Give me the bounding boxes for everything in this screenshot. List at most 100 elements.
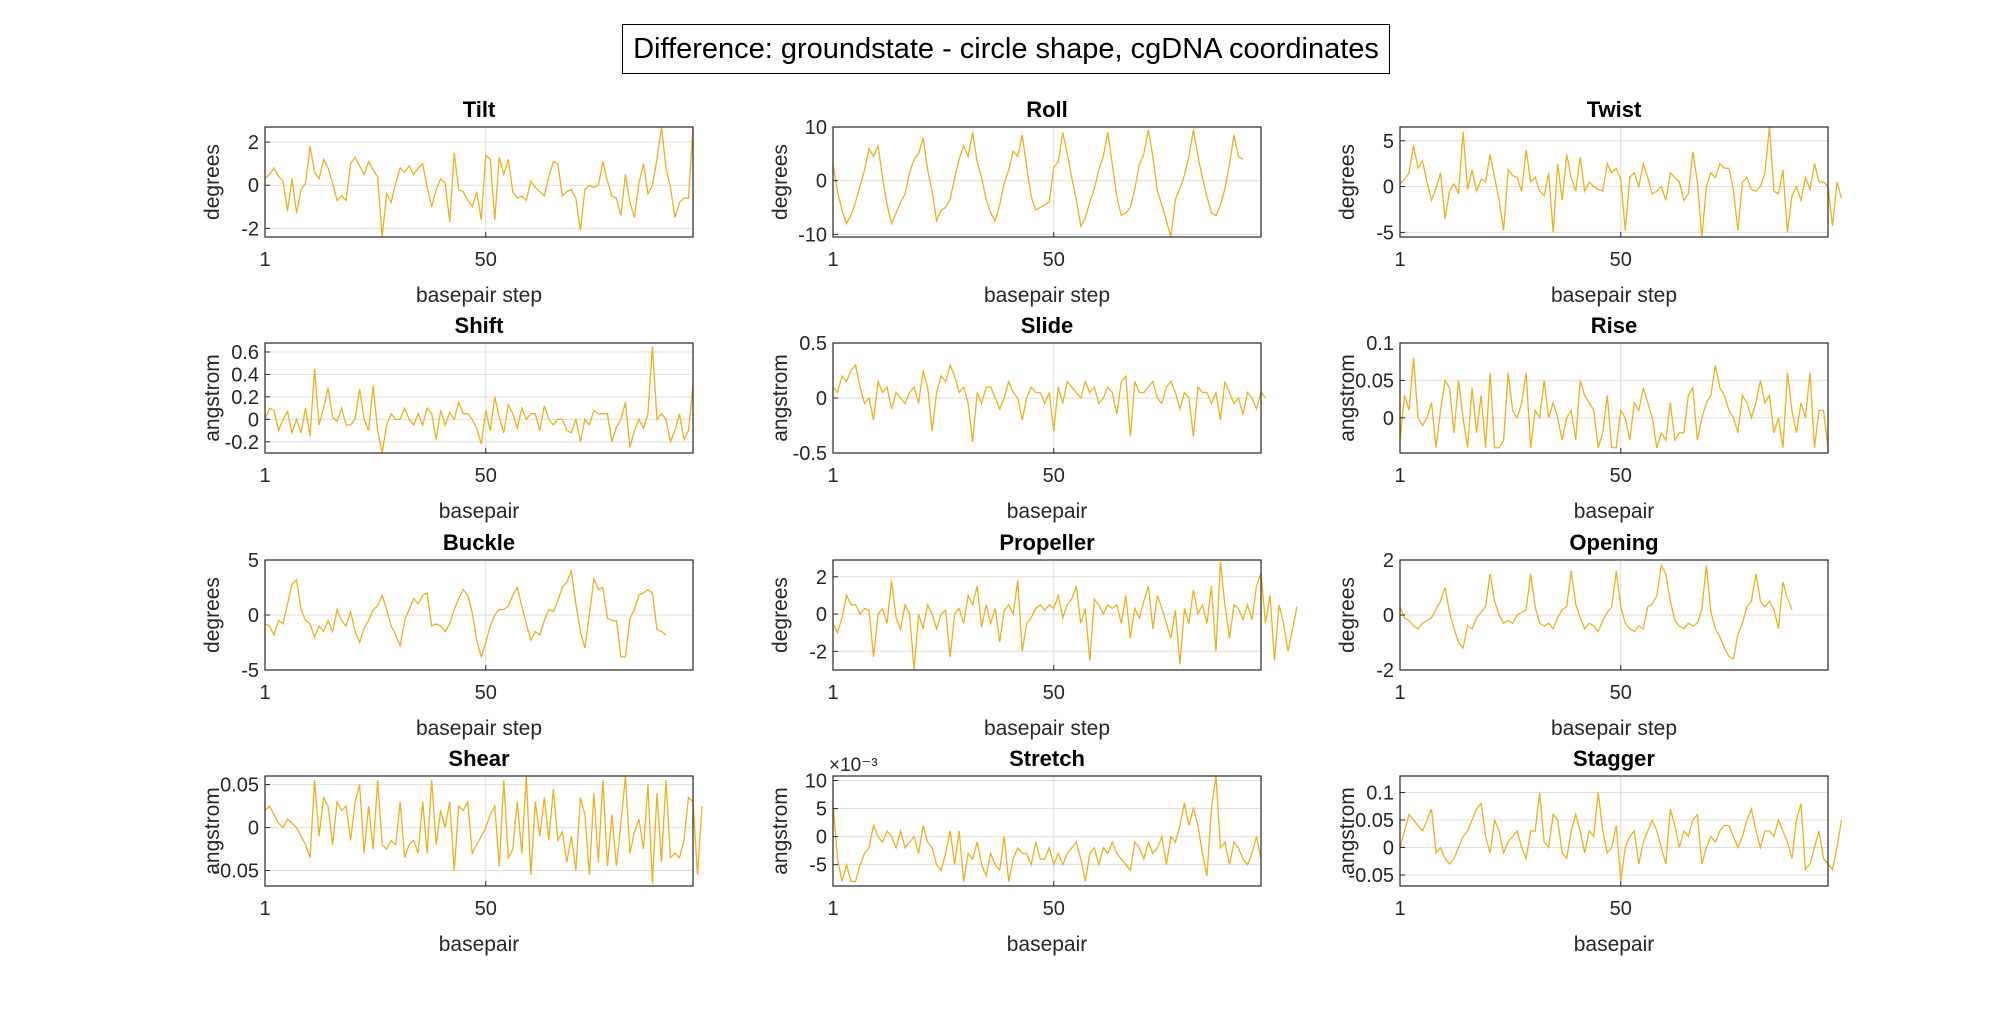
- axes-box: [264, 775, 694, 887]
- y-tick-label: 0: [248, 175, 259, 197]
- x-tick-label: 50: [1043, 682, 1065, 704]
- axes-box: [832, 559, 1262, 671]
- axes-box: [1399, 126, 1829, 238]
- subplot-title: Shear: [448, 746, 510, 771]
- y-tick-label: -2: [809, 641, 827, 663]
- x-tick-label: 50: [1610, 898, 1632, 920]
- x-tick-label: 50: [1610, 465, 1632, 487]
- x-axis-label: basepair step: [984, 284, 1110, 307]
- x-axis-label: basepair: [1007, 500, 1088, 523]
- y-tick-label: 0: [248, 409, 259, 431]
- y-tick-label: 2: [248, 132, 259, 154]
- y-tick-label: 0: [248, 605, 259, 627]
- series-line-stagger: [1399, 792, 1843, 881]
- subplot-twist: 1 50 -5 0 5 Twist basepair step degrees: [1336, 97, 1843, 307]
- series-line-shear: [264, 775, 703, 884]
- y-tick-label: 5: [1383, 131, 1394, 153]
- subplot-title: Roll: [1026, 97, 1068, 122]
- x-axis-label: basepair: [1574, 500, 1655, 523]
- x-tick-label: 50: [1610, 682, 1632, 704]
- x-tick-label: 1: [827, 249, 838, 271]
- y-tick-label: 0: [1383, 605, 1394, 627]
- axes-box: [1399, 775, 1829, 887]
- series-line-opening: [1399, 563, 1793, 661]
- x-axis-label: basepair: [439, 933, 520, 956]
- subplot-roll: 1 50 -10 0 10 Roll basepair step degrees: [769, 97, 1262, 307]
- subplot-opening: 1 50 -2 0 2 Opening basepair step degrees: [1336, 530, 1829, 740]
- series-line-roll: [832, 129, 1244, 238]
- axes-box: [264, 342, 694, 454]
- subplot-shear: 1 50 -0.05 0 0.05 Shear basepair angstrom: [201, 746, 703, 956]
- x-tick-label: 50: [1610, 249, 1632, 271]
- subplot-shift: 1 50 -0.200.20.40.6 Shift basepair angstrom: [201, 313, 694, 523]
- x-tick-label: 1: [259, 249, 270, 271]
- subplot-buckle: 1 50 -5 0 5 Buckle basepair step degrees: [201, 530, 694, 740]
- x-axis-label: basepair step: [416, 717, 542, 740]
- y-tick-label: 0.05: [220, 775, 259, 797]
- y-exponent-label: ×10⁻³: [829, 755, 878, 776]
- y-tick-label: -0.05: [1348, 865, 1394, 887]
- subplot-title: Twist: [1587, 97, 1642, 122]
- y-tick-label: -2: [241, 218, 259, 240]
- y-axis-label: degrees: [769, 577, 792, 653]
- y-tick-label: 0.4: [231, 364, 259, 386]
- y-axis-label: angstrom: [1336, 354, 1359, 442]
- y-tick-label: 0: [816, 604, 827, 626]
- subplot-title: Buckle: [443, 530, 515, 555]
- x-tick-label: 50: [1043, 249, 1065, 271]
- x-axis-label: basepair: [1007, 933, 1088, 956]
- subplot-title: Shift: [455, 313, 505, 338]
- y-tick-label: -2: [1376, 660, 1394, 682]
- subplot-title: Stagger: [1573, 746, 1655, 771]
- x-tick-label: 50: [475, 898, 497, 920]
- x-axis-label: basepair step: [1551, 717, 1677, 740]
- subplot-title: Opening: [1569, 530, 1658, 555]
- x-tick-label: 1: [259, 465, 270, 487]
- y-tick-label: 5: [816, 799, 827, 821]
- series-line-stretch: [832, 775, 1262, 883]
- y-tick-label: 0: [816, 388, 827, 410]
- y-tick-label: 10: [805, 117, 827, 139]
- x-tick-label: 1: [1394, 249, 1405, 271]
- subplot-title: Slide: [1021, 313, 1074, 338]
- x-tick-label: 50: [1043, 898, 1065, 920]
- y-tick-label: 0: [248, 818, 259, 840]
- subplot-title: Propeller: [999, 530, 1095, 555]
- x-tick-label: 50: [475, 249, 497, 271]
- axes-box: [1399, 342, 1829, 454]
- x-tick-label: 1: [259, 682, 270, 704]
- subplot-propeller: 1 50 -2 0 2 Propeller basepair step degrees: [769, 530, 1298, 740]
- y-tick-label: 2: [816, 567, 827, 589]
- y-tick-label: 0.5: [799, 333, 827, 355]
- y-axis-label: degrees: [201, 577, 224, 653]
- y-tick-label: -5: [1376, 222, 1394, 244]
- y-tick-label: 2: [1383, 550, 1394, 572]
- y-tick-label: 10: [805, 770, 827, 792]
- subplot-rise: 1 50 0 0.05 0.1 Rise basepair angstrom: [1336, 313, 1829, 523]
- x-tick-label: 1: [827, 898, 838, 920]
- y-tick-label: 0: [816, 827, 827, 849]
- x-tick-label: 50: [1043, 465, 1065, 487]
- y-tick-label: -5: [809, 855, 827, 877]
- axes-box: [264, 126, 694, 238]
- y-axis-label: angstrom: [201, 354, 224, 442]
- y-tick-label: 0.05: [1355, 370, 1394, 392]
- y-tick-label: 0.2: [231, 387, 259, 409]
- y-tick-label: -5: [241, 660, 259, 682]
- y-axis-label: angstrom: [201, 787, 224, 875]
- subplot-title: Stretch: [1009, 746, 1085, 771]
- y-axis-label: degrees: [1336, 144, 1359, 220]
- y-tick-label: 0: [816, 171, 827, 193]
- y-tick-label: 0: [1383, 177, 1394, 199]
- subplot-tilt: 1 50 -2 0 2 Tilt basepair step degrees: [201, 97, 694, 307]
- x-tick-label: 1: [259, 898, 270, 920]
- x-tick-label: 1: [1394, 898, 1405, 920]
- y-tick-label: -0.2: [225, 432, 259, 454]
- y-axis-label: degrees: [1336, 577, 1359, 653]
- x-axis-label: basepair step: [1551, 284, 1677, 307]
- y-tick-label: 5: [248, 550, 259, 572]
- x-tick-label: 1: [1394, 465, 1405, 487]
- axes-box: [832, 126, 1262, 238]
